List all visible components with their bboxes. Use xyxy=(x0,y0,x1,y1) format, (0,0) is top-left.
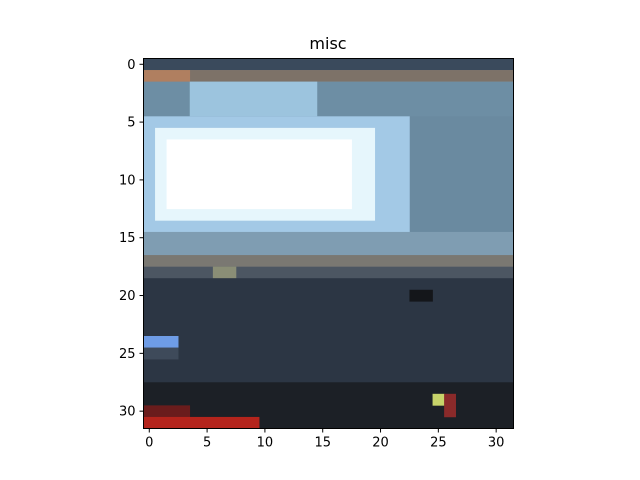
x-tick-label: 15 xyxy=(314,436,331,451)
heatmap-region xyxy=(143,266,514,279)
y-axis: 0 5 10 15 20 25 30 xyxy=(119,58,144,420)
x-tick-label: 5 xyxy=(203,436,211,451)
y-tick-label: 25 xyxy=(119,347,136,362)
heatmap-image xyxy=(143,58,514,429)
heatmap-region xyxy=(432,393,445,406)
x-tick-label: 20 xyxy=(372,436,389,451)
y-tick-label: 15 xyxy=(119,231,136,246)
heatmap-region xyxy=(212,266,237,279)
heatmap-region xyxy=(166,139,352,210)
heatmap-region xyxy=(143,58,514,71)
axes-frame xyxy=(143,58,514,429)
heatmap-region xyxy=(143,70,514,82)
y-tick-label: 30 xyxy=(119,405,136,420)
x-tick-label: 30 xyxy=(488,436,505,451)
chart-title: misc xyxy=(309,34,346,53)
y-tick-label: 0 xyxy=(127,58,135,73)
heatmap-region xyxy=(143,70,191,82)
heatmap-region xyxy=(143,255,514,267)
heatmap-region xyxy=(143,278,514,383)
heatmap-region xyxy=(143,347,179,360)
y-tick-label: 10 xyxy=(119,173,136,188)
x-tick-label: 10 xyxy=(257,436,274,451)
heatmap-region xyxy=(189,81,318,117)
x-tick-label: 0 xyxy=(145,436,153,451)
heatmap-region xyxy=(143,336,179,348)
y-tick-label: 5 xyxy=(127,116,135,131)
x-tick-label: 25 xyxy=(430,436,447,451)
heatmap-region xyxy=(444,393,456,418)
heatmap-region xyxy=(143,231,514,256)
heatmap-region xyxy=(409,289,433,302)
x-axis: 0 5 10 15 20 25 30 xyxy=(145,428,505,451)
heatmap-region xyxy=(143,405,191,418)
y-tick-label: 20 xyxy=(119,289,136,304)
heatmap-region xyxy=(143,416,260,429)
